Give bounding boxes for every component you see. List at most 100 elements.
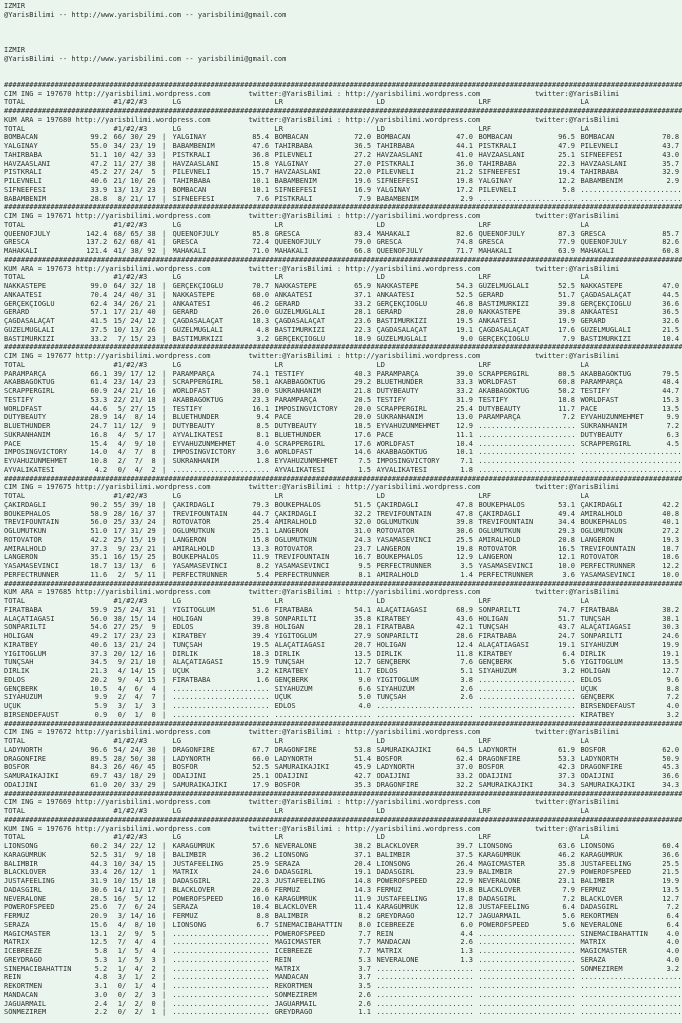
spacer xyxy=(156,807,173,816)
subcol-lrf: ÇAGDASALAÇAT 17.6 xyxy=(478,326,580,335)
subcol-lrf-name: ....................... xyxy=(478,430,576,439)
total-value: 37.5 xyxy=(90,325,108,334)
subcol-lrf-name: LIONSONG xyxy=(478,842,513,850)
subcol-lr-name: SÖNMEZIREM xyxy=(274,990,317,999)
subcol-ld-value: 25.5 xyxy=(456,535,474,544)
subcol-lr-name: GERÇEKÇIOGLU xyxy=(274,334,326,343)
subcol-lg-name: ....................... xyxy=(172,973,270,982)
subcol-ld: POWEROFSPEED 22.9 xyxy=(377,877,479,886)
subcol-lrf-value: 7.9 xyxy=(562,334,575,343)
subcol-lg-value: 25.4 xyxy=(252,518,270,527)
subcol-ld-name: ....................... xyxy=(376,964,474,973)
subcol-la-value: 82.6 xyxy=(662,238,680,247)
subcol-lr-name: SIFNEEFESI xyxy=(274,185,317,194)
placings-value: 2/ 7/ 8 xyxy=(113,457,156,465)
subcol-lr-value: 6.6 xyxy=(358,684,372,693)
subcol-lrf-name: QUEENOFJULY xyxy=(478,229,525,238)
subcol-la-value: 45.3 xyxy=(662,763,680,772)
subcol-lr-name: BALIMBIR xyxy=(274,912,309,920)
subcol-lrf: YASAMASEVINCI 10.0 xyxy=(478,562,580,571)
subcol-la: NAKKASTEPE 47.0 xyxy=(580,282,682,291)
subcol-la-value: 15.3 xyxy=(662,395,680,404)
subcol-lr-name: JAGUARMAIL xyxy=(274,999,317,1008)
subcol-lrf-value: 27.9 xyxy=(558,868,575,877)
placings-value: 0/ 1/ 0 xyxy=(113,710,156,719)
subcol-ld-name: FIRATBABA xyxy=(376,623,415,632)
subcol-ld-value: 43.6 xyxy=(456,614,474,623)
section-twitter-handle: twitter:@YarisBilimi xyxy=(534,212,620,220)
subcol-lr-value: 51.4 xyxy=(354,754,372,763)
subcol-lrf: ALAÇATIAGASI 19.1 xyxy=(478,641,580,650)
subcol-lr-value: 35.8 xyxy=(354,614,372,623)
masthead-city: IZMIR xyxy=(4,45,26,54)
col-header-lg: LG xyxy=(172,807,181,815)
subcol-lg-name: DADASGIRL xyxy=(172,877,211,885)
subcol-la-name: KIRATBEY xyxy=(580,710,615,719)
stat-row: MATRIX 12.5 7/ 4/ 4 |.....................… xyxy=(4,938,682,947)
subcol-lr: ODAIJINI 42.7 xyxy=(275,772,377,781)
pipe-divider: | xyxy=(162,658,167,667)
col-header-la: LA xyxy=(580,124,589,133)
subcol-la-value: 2.9 xyxy=(666,177,680,185)
subcol-lr-name: PILEVNELI xyxy=(274,150,313,159)
subcol-lr-value: 17.6 xyxy=(354,430,372,439)
pipe-divider: | xyxy=(162,623,167,632)
subcol-lr: POWEROFSPEED 7.7 xyxy=(275,930,377,939)
subcol-ld: FIRATBABA 42.1 xyxy=(377,623,479,632)
subcol-ld-value: 82.6 xyxy=(456,229,474,238)
subcol-lr: LANGERON 31.0 xyxy=(275,527,377,536)
horse-name: MAHAKALI xyxy=(4,247,38,255)
subcol-lg-value: 44.7 xyxy=(252,509,270,518)
subcol-lg-value: 16.0 xyxy=(252,894,270,903)
subcol-la-value: 19.9 xyxy=(662,640,680,649)
placings-value: 4/ 14/ 15 xyxy=(113,667,156,675)
stat-row: LANGERON 35.1 16/ 15/ 25 | BOUKEPHALOS 11.9 TR… xyxy=(4,553,682,562)
section-title: CIM ING = 197670 http://yarisbilimi.word… xyxy=(4,89,211,98)
pipe-divider: | xyxy=(162,990,167,999)
total-value: 55.0 xyxy=(90,142,108,150)
subcol-lrf: FIRATBABA 24.7 xyxy=(478,632,580,641)
section-header-row: CIM ING = 197670 http://yarisbilimi.word… xyxy=(4,90,682,99)
subcol-la-name: YIGITOGLUM xyxy=(580,658,623,667)
subcol-lg-name: TREVIFOUNTAIN xyxy=(172,509,228,518)
subcol-la: UÇUK 8.8 xyxy=(580,685,682,694)
subcol-ld: GREYDRAGO 12.7 xyxy=(377,912,479,921)
subcol-ld-name: ALAÇATIAGASI xyxy=(376,605,428,614)
subcol-lrf-name: SIFNEEFESI xyxy=(478,168,521,177)
subcol-la-name: BASTIMURKIZI xyxy=(580,334,632,343)
subcol-lrf-name: GÜZELMUGLALI xyxy=(478,282,530,290)
subcol-ld-name: LANGERON xyxy=(376,544,411,553)
pipe-divider: | xyxy=(162,229,167,238)
section-header-row: CIM ING = 197672 http://yarisbilimi.word… xyxy=(4,728,682,737)
subcol-ld-name: YASAMASEVINCI xyxy=(376,535,432,544)
col-header-total: TOTAL xyxy=(4,492,26,500)
total-value: 61.4 xyxy=(90,378,108,387)
subcol-ld-name: GREYDRAGO xyxy=(376,912,415,920)
subcol-lr-name: ODAIJINI xyxy=(274,772,309,780)
subcol-lr-value: 28.1 xyxy=(354,308,372,317)
horse-name: GERARD xyxy=(4,308,30,317)
placings-value: 16/ 15/ 25 xyxy=(113,553,156,562)
subcol-lg-value: 72.4 xyxy=(252,238,270,247)
subcol-lrf: BLACKLOVER 7.9 xyxy=(478,886,580,895)
placings-value: 17/ 23/ 23 xyxy=(113,632,156,640)
subcol-lg: ....................... xyxy=(173,685,275,694)
subcol-lrf-value: 63.9 xyxy=(558,247,575,255)
subcol-lrf-value: 53.1 xyxy=(558,500,575,509)
subcol-lg-name: DUTYBEAUTY xyxy=(172,422,215,430)
col-header-la: LA xyxy=(580,492,589,500)
subcol-lg-name: SCRAPPERGIRL xyxy=(172,378,224,387)
pipe-divider: | xyxy=(162,693,167,702)
subcol-ld: HAVZAASLANI 41.0 xyxy=(377,151,479,160)
subcol-lrf: BASTIMURKIZI 39.8 xyxy=(478,300,580,309)
pipe-divider: | xyxy=(162,465,167,474)
subcol-lg-name: YIGITOGLUM xyxy=(172,605,215,614)
subcol-lg-value: 15.8 xyxy=(252,535,270,544)
subcol-lr-value: 19.1 xyxy=(354,868,372,877)
pipe-divider: | xyxy=(162,842,167,850)
pipe-divider: | xyxy=(162,754,167,763)
column-header-row: TOTAL #1/#2/#3 LG LR LD LRF LA xyxy=(4,125,682,134)
separator-line: ########################################… xyxy=(4,255,682,264)
subcol-lg-name: UÇUK xyxy=(172,667,190,675)
subcol-lr-value: 11.7 xyxy=(354,667,372,675)
